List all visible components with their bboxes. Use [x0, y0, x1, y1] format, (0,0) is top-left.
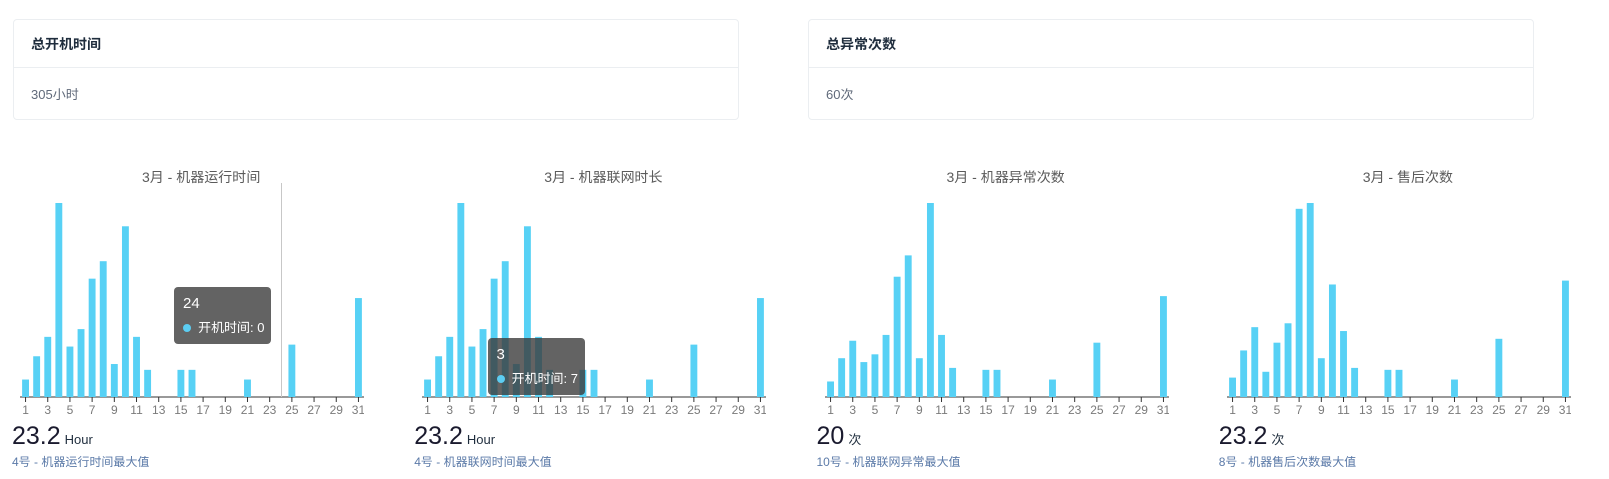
svg-text:15: 15	[1381, 403, 1395, 415]
svg-text:27: 27	[1112, 403, 1126, 415]
svg-text:17: 17	[1403, 403, 1417, 415]
svg-text:3: 3	[849, 403, 856, 415]
svg-text:29: 29	[330, 403, 344, 415]
svg-text:11: 11	[130, 403, 143, 415]
svg-text:15: 15	[576, 403, 590, 415]
svg-text:5: 5	[469, 403, 476, 415]
svg-text:27: 27	[710, 403, 724, 415]
svg-text:25: 25	[1492, 403, 1506, 415]
svg-text:1: 1	[424, 403, 431, 415]
svg-text:3: 3	[44, 403, 51, 415]
svg-text:21: 21	[241, 403, 255, 415]
svg-text:25: 25	[687, 403, 701, 415]
svg-text:1: 1	[827, 403, 834, 415]
svg-text:15: 15	[174, 403, 188, 415]
svg-text:23: 23	[263, 403, 277, 415]
svg-text:27: 27	[1514, 403, 1528, 415]
svg-text:23: 23	[665, 403, 679, 415]
svg-text:19: 19	[621, 403, 635, 415]
svg-text:31: 31	[1156, 403, 1168, 415]
svg-text:1: 1	[22, 403, 29, 415]
svg-text:5: 5	[1273, 403, 1280, 415]
svg-text:7: 7	[89, 403, 96, 415]
svg-text:13: 13	[152, 403, 166, 415]
svg-text:13: 13	[957, 403, 971, 415]
svg-text:9: 9	[513, 403, 520, 415]
svg-text:9: 9	[915, 403, 922, 415]
svg-text:11: 11	[1337, 403, 1350, 415]
svg-text:21: 21	[643, 403, 657, 415]
svg-text:31: 31	[1559, 403, 1571, 415]
svg-text:7: 7	[1296, 403, 1303, 415]
svg-text:1: 1	[1229, 403, 1236, 415]
svg-text:17: 17	[196, 403, 210, 415]
svg-text:3: 3	[447, 403, 454, 415]
svg-text:17: 17	[1001, 403, 1015, 415]
svg-text:7: 7	[491, 403, 498, 415]
svg-text:25: 25	[285, 403, 299, 415]
svg-text:15: 15	[979, 403, 993, 415]
svg-text:21: 21	[1045, 403, 1059, 415]
svg-text:19: 19	[1023, 403, 1037, 415]
svg-text:23: 23	[1067, 403, 1081, 415]
svg-text:13: 13	[554, 403, 568, 415]
svg-text:21: 21	[1448, 403, 1462, 415]
svg-text:9: 9	[1318, 403, 1325, 415]
svg-text:11: 11	[935, 403, 948, 415]
svg-text:5: 5	[871, 403, 878, 415]
svg-text:9: 9	[111, 403, 118, 415]
svg-text:27: 27	[307, 403, 321, 415]
svg-text:29: 29	[1134, 403, 1148, 415]
svg-text:19: 19	[1425, 403, 1439, 415]
svg-text:11: 11	[533, 403, 546, 415]
svg-text:13: 13	[1359, 403, 1373, 415]
svg-text:17: 17	[599, 403, 613, 415]
svg-text:31: 31	[754, 403, 766, 415]
svg-text:29: 29	[732, 403, 746, 415]
svg-text:25: 25	[1090, 403, 1104, 415]
svg-text:23: 23	[1470, 403, 1484, 415]
svg-text:5: 5	[67, 403, 74, 415]
svg-text:19: 19	[219, 403, 233, 415]
svg-text:7: 7	[893, 403, 900, 415]
svg-text:3: 3	[1251, 403, 1258, 415]
svg-text:29: 29	[1536, 403, 1550, 415]
svg-text:31: 31	[352, 403, 364, 415]
